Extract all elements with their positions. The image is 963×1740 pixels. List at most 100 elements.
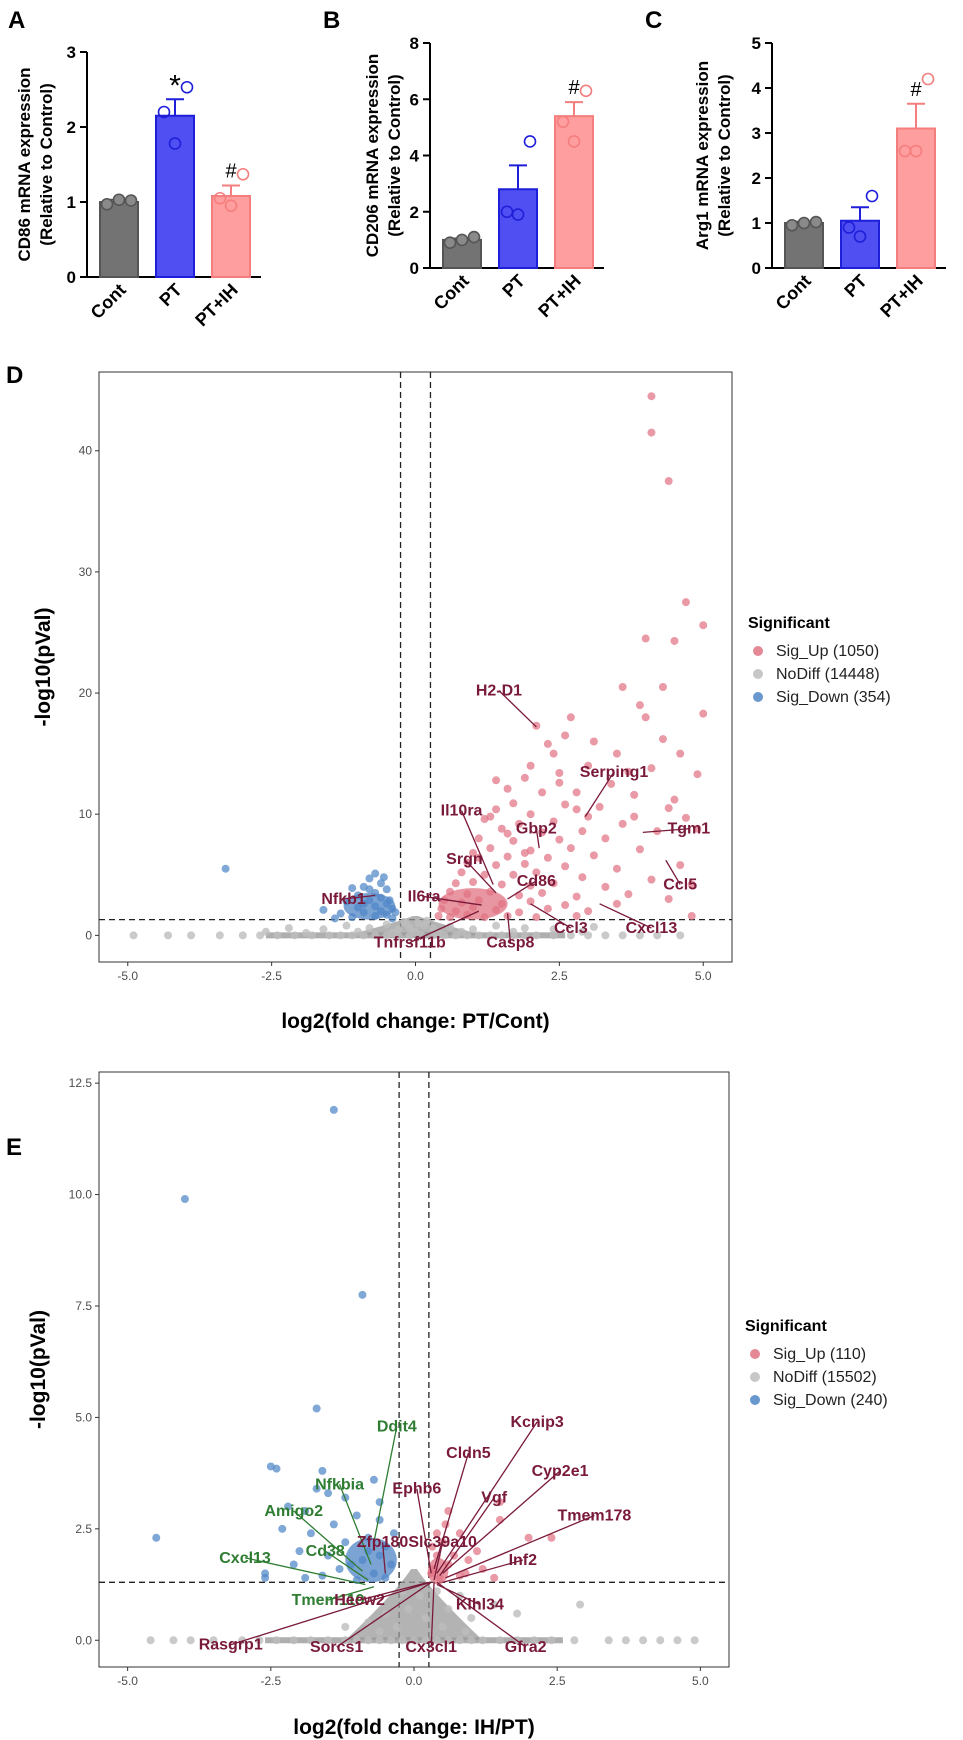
y-tick-label: 10	[79, 807, 93, 821]
data-point	[664, 895, 673, 904]
data-point	[612, 899, 621, 908]
data-point	[358, 1290, 367, 1299]
data-point	[438, 1622, 447, 1631]
data-point	[387, 1636, 396, 1645]
data-point	[467, 1613, 476, 1622]
x-axis-label: log2(fold change: IH/PT)	[293, 1716, 535, 1739]
y-tick-label: 2	[752, 169, 761, 188]
gene-label: Zfp180	[357, 1534, 409, 1551]
y-tick-label: 40	[79, 444, 93, 458]
gene-label-leader	[442, 1470, 561, 1574]
data-point	[809, 215, 823, 229]
plot-frame	[98, 371, 733, 963]
panel-letter-d: D	[6, 362, 23, 389]
gene-label: Hecw2	[334, 1592, 385, 1609]
y-axis-label: -log10(pVal)	[27, 1310, 50, 1429]
data-point	[555, 769, 564, 778]
data-point	[146, 1636, 155, 1645]
legend-swatch	[750, 1349, 760, 1359]
data-point	[520, 859, 529, 868]
data-point	[164, 931, 173, 940]
data-point	[474, 834, 483, 843]
gene-label: Cd86	[517, 873, 556, 890]
gene-label: Casp8	[486, 935, 534, 952]
data-point	[547, 1636, 556, 1645]
y-tick-label: 0.0	[75, 1633, 92, 1647]
significance-mark: #	[910, 79, 922, 101]
x-axis-label: log2(fold change: PT/Cont)	[281, 1010, 549, 1033]
data-point	[543, 904, 552, 913]
gene-label-leader	[324, 1550, 369, 1581]
data-point	[464, 1556, 473, 1565]
data-point	[690, 1636, 699, 1645]
data-point	[301, 1573, 310, 1582]
data-point	[578, 827, 587, 836]
data-point	[417, 931, 426, 940]
gene-label: Cyp2e1	[532, 1463, 589, 1480]
data-point	[492, 776, 501, 785]
data-point	[329, 1105, 338, 1114]
volcano-plot-d: -5.0 -2.5 0.0 2.5 5.0 0 10 20 30 40 log2(fold chan…	[32, 371, 891, 1033]
data-point	[842, 221, 856, 234]
data-point	[503, 852, 512, 861]
data-point	[607, 779, 616, 788]
data-point	[526, 897, 535, 906]
data-point	[785, 218, 799, 232]
data-point	[515, 908, 524, 917]
x-tick-label: 2.5	[549, 1674, 566, 1688]
data-point	[341, 1538, 350, 1547]
data-point	[284, 1502, 292, 1511]
data-point	[312, 1484, 321, 1493]
gene-label: Sorcs1	[310, 1639, 363, 1656]
data-point	[410, 1636, 418, 1645]
data-point	[624, 890, 633, 899]
gene-label: Cxcl13	[626, 920, 678, 937]
data-point	[359, 931, 368, 940]
gene-label-leader	[416, 1488, 432, 1574]
gene-label: Gfra2	[505, 1639, 547, 1656]
gene-label: Serping1	[580, 764, 649, 781]
data-point	[670, 795, 679, 804]
data-point	[180, 80, 194, 94]
panel-letter-e: E	[6, 1134, 22, 1161]
data-point	[255, 1636, 264, 1645]
data-point	[513, 1609, 522, 1618]
x-tick-label: Cont	[87, 280, 130, 323]
data-point	[520, 848, 529, 857]
gene-label: Vgf	[481, 1490, 507, 1507]
data-point	[579, 84, 593, 98]
data-point	[289, 1560, 298, 1569]
bar-chart-a: 0 1 2 3 CD86 mRNA expression (Relative to Con…	[15, 43, 261, 330]
data-point	[224, 199, 238, 213]
data-point	[495, 1636, 504, 1645]
data-point	[319, 905, 328, 914]
data-point	[601, 931, 610, 940]
gene-label-leader	[535, 828, 540, 849]
data-point	[687, 880, 696, 889]
data-point	[365, 924, 374, 933]
data-point	[455, 233, 469, 247]
x-tick-label: 0.0	[406, 1674, 423, 1688]
y-axis-label: -log10(pVal)	[32, 607, 55, 726]
gene-label: Cldn5	[446, 1445, 491, 1462]
data-point	[187, 931, 196, 940]
data-point	[538, 888, 547, 897]
data-point	[318, 1466, 327, 1475]
data-point	[375, 1515, 384, 1524]
significance-mark: #	[568, 77, 580, 99]
y-tick-label: 20	[79, 686, 93, 700]
gene-label: H2-D1	[476, 683, 522, 700]
data-point	[556, 115, 570, 129]
y-tick-label: 6	[410, 90, 419, 109]
data-point	[601, 882, 610, 891]
data-point	[467, 230, 481, 244]
gene-label: Nfkbia	[315, 1476, 364, 1493]
data-point	[411, 927, 420, 936]
gene-label: Ephb6	[392, 1481, 441, 1498]
data-point	[444, 1636, 453, 1645]
data-point	[371, 869, 380, 878]
data-point	[647, 875, 656, 884]
x-tick-label: 0.0	[407, 969, 424, 983]
data-point	[653, 931, 662, 940]
data-point	[480, 870, 489, 879]
